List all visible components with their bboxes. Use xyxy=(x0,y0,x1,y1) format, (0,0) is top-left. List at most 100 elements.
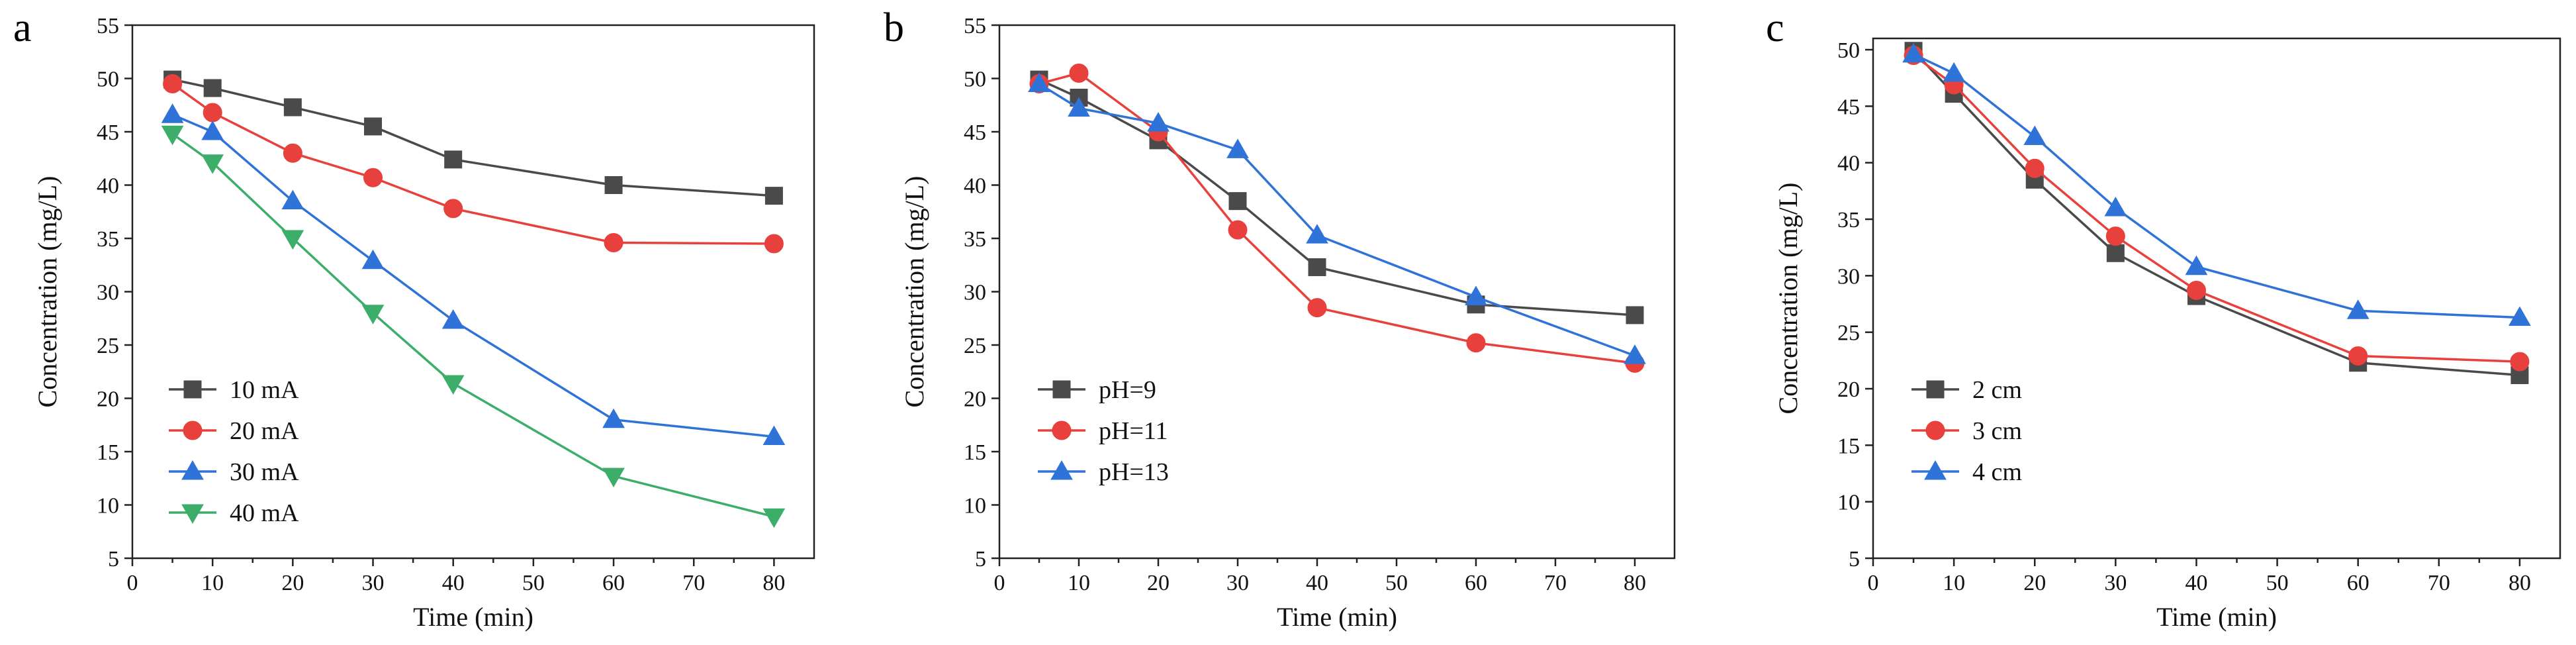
y-tick-label: 45 xyxy=(97,121,119,145)
data-point xyxy=(443,199,463,219)
y-tick-label: 45 xyxy=(964,121,986,145)
y-tick-label: 35 xyxy=(964,227,986,252)
y-tick-label: 10 xyxy=(97,494,119,519)
data-point xyxy=(364,117,383,136)
x-tick-label: 20 xyxy=(2023,571,2046,595)
legend: 10 mA 20 mA 30 mA 40 mA xyxy=(169,376,299,527)
y-tick-label: 5 xyxy=(975,547,986,571)
legend-label: 20 mA xyxy=(230,417,299,445)
x-tick-label: 80 xyxy=(1624,571,1646,595)
legend-marker xyxy=(1924,460,1947,480)
data-point xyxy=(2023,125,2047,145)
data-point xyxy=(1624,344,1646,364)
data-point xyxy=(1465,285,1487,306)
legend-label: 2 cm xyxy=(1972,376,2022,404)
y-tick-label: 50 xyxy=(1837,38,1860,63)
data-point xyxy=(604,176,623,194)
y-axis-title: Concentration (mg/L) xyxy=(1773,183,1803,415)
legend-label: 4 cm xyxy=(1972,458,2022,486)
x-tick-label: 70 xyxy=(682,571,705,595)
data-point xyxy=(163,74,183,94)
x-tick-label: 80 xyxy=(2508,571,2531,595)
legend-marker xyxy=(1925,421,1945,440)
y-tick-label: 50 xyxy=(97,68,119,92)
data-point xyxy=(161,103,184,123)
data-point xyxy=(602,408,625,428)
x-tick-label: 0 xyxy=(127,571,138,595)
x-tick-label: 30 xyxy=(362,571,385,595)
panel-letter: a xyxy=(13,5,32,50)
data-point xyxy=(2025,158,2045,178)
y-tick-label: 30 xyxy=(1837,264,1860,289)
data-point xyxy=(2185,255,2208,275)
y-tick-label: 15 xyxy=(964,440,986,465)
y-tick-label: 30 xyxy=(97,281,119,305)
legend-label: 10 mA xyxy=(230,376,299,404)
legend-label: pH=9 xyxy=(1099,376,1156,404)
legend-item: pH=9 xyxy=(1038,376,1156,404)
series-line xyxy=(1038,78,1635,317)
data-point xyxy=(1069,63,1089,83)
y-tick-label: 55 xyxy=(964,14,986,38)
y-tick-label: 20 xyxy=(964,387,986,412)
y-tick-label: 5 xyxy=(108,547,119,571)
data-point xyxy=(1147,112,1170,132)
data-point xyxy=(361,249,385,270)
x-tick-label: 20 xyxy=(1147,571,1170,595)
legend-marker xyxy=(1052,380,1071,399)
y-tick-label: 40 xyxy=(964,174,986,199)
legend-item: 10 mA xyxy=(169,376,299,404)
x-tick-label: 50 xyxy=(522,571,545,595)
y-tick-label: 40 xyxy=(1837,152,1860,176)
data-point xyxy=(764,187,783,205)
legend-label: 30 mA xyxy=(230,458,299,486)
x-tick-label: 40 xyxy=(2185,571,2207,595)
data-point xyxy=(2346,299,2369,319)
y-tick-label: 5 xyxy=(1849,547,1860,571)
y-tick-label: 40 xyxy=(97,174,119,199)
legend-marker xyxy=(183,380,202,399)
legend-item: 4 cm xyxy=(1911,458,2022,486)
data-point xyxy=(602,468,625,488)
data-point xyxy=(1626,306,1644,324)
data-point xyxy=(762,508,786,528)
y-axis-title: Concentration (mg/L) xyxy=(899,176,929,408)
legend-marker xyxy=(183,421,203,440)
data-point xyxy=(1068,97,1090,117)
data-point xyxy=(2104,196,2127,217)
data-point xyxy=(1902,42,1925,63)
y-tick-label: 20 xyxy=(97,387,119,412)
x-tick-label: 10 xyxy=(201,571,224,595)
y-tick-label: 50 xyxy=(964,68,986,92)
data-point xyxy=(441,375,465,395)
x-tick-label: 40 xyxy=(442,571,465,595)
x-tick-label: 50 xyxy=(1385,571,1408,595)
legend-label: 3 cm xyxy=(1972,417,2022,445)
x-axis-title: Time (min) xyxy=(2156,602,2277,632)
chart-panel-c: c 0 10 20 30 40 50 60 70 80 5 10 15 20 25 30 35 40 45 50 Tim… xyxy=(1766,5,2561,632)
x-tick-label: 70 xyxy=(1544,571,1567,595)
legend-marker xyxy=(1052,421,1072,440)
y-tick-label: 15 xyxy=(1837,434,1860,458)
series-ph-13 xyxy=(1028,72,1646,364)
y-tick-label: 25 xyxy=(1837,321,1860,346)
legend-label: 40 mA xyxy=(230,499,299,527)
legend-item: pH=13 xyxy=(1038,458,1169,486)
data-point xyxy=(203,79,222,97)
series-40-ma xyxy=(161,125,786,528)
data-point xyxy=(361,305,385,324)
y-tick-label: 55 xyxy=(97,14,119,38)
series-line xyxy=(1913,54,2520,363)
y-tick-label: 45 xyxy=(1837,95,1860,119)
data-point xyxy=(201,154,224,174)
legend-label: pH=13 xyxy=(1099,458,1169,486)
series-3-cm xyxy=(1904,46,2530,372)
data-point xyxy=(1308,258,1326,276)
x-tick-label: 60 xyxy=(1465,571,1487,595)
data-point xyxy=(201,120,224,140)
panel-letter: b xyxy=(884,5,904,50)
legend-item: 3 cm xyxy=(1911,417,2022,445)
x-axis-title: Time (min) xyxy=(413,602,533,632)
data-point xyxy=(2105,226,2125,246)
x-tick-label: 70 xyxy=(2428,571,2450,595)
